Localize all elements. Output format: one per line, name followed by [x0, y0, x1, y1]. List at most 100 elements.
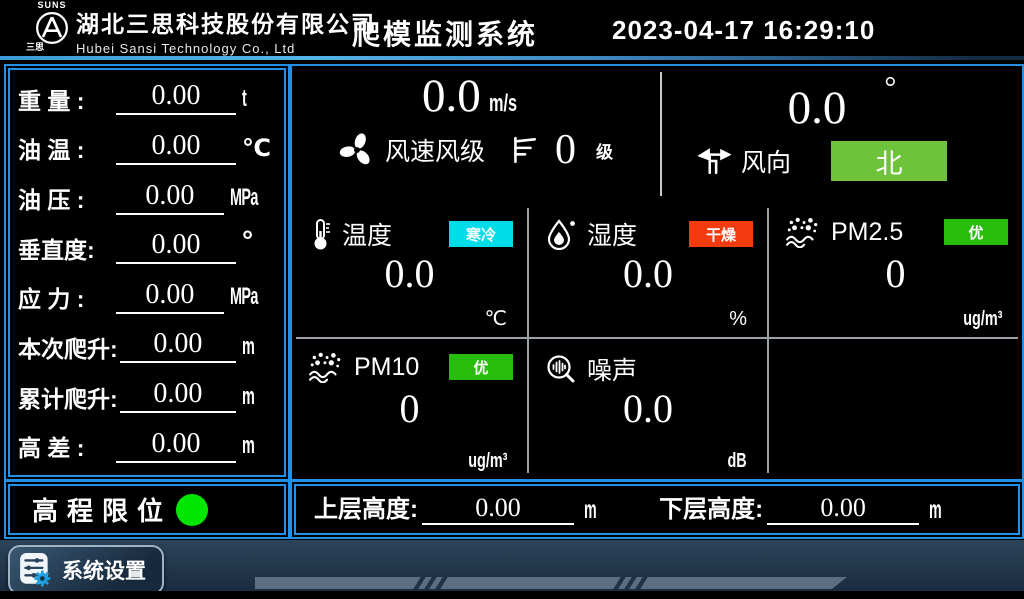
oil-temp-unit: ℃	[242, 134, 272, 162]
elevation-limit-panel: 高程限位	[4, 480, 290, 539]
footer-bar: 系统设置	[0, 540, 1024, 599]
wind-vane-icon	[697, 148, 731, 175]
wind-direction-unit: °	[884, 71, 897, 104]
height-diff-unit: m	[242, 432, 255, 460]
logo-text-bottom: 三思	[26, 42, 45, 52]
thermometer-icon	[314, 219, 330, 250]
elevation-limit-inner: 高程限位	[8, 484, 286, 535]
humidity-status-badge: 干燥	[689, 221, 753, 247]
oil-temp-label: 油 温 :	[18, 137, 85, 164]
system-settings-button[interactable]: 系统设置	[8, 545, 164, 595]
wind-speed-unit: m/s	[488, 90, 517, 117]
oil-pressure-label: 油 压 :	[18, 187, 85, 214]
wind-speed-value-row: 0.0 m/s	[292, 70, 660, 122]
pm10-label: PM10	[354, 352, 420, 381]
layer-height-panel: 上层高度: 0.00 m 下层高度: 0.00 m	[290, 480, 1024, 539]
temperature-label: 温度	[342, 222, 393, 250]
weight-unit: t	[242, 84, 247, 112]
weight-value: 0.00	[116, 82, 236, 116]
grid-vline-1	[527, 208, 529, 473]
oil-pressure-value: 0.00	[116, 181, 224, 215]
page-title: 爬模监测系统	[352, 19, 539, 50]
measurement-panel-inner: 重 量 : 0.00 t 油 温 : 0.00 ℃ 油 压 : 0.00 MPa…	[8, 68, 286, 477]
lower-height-group: 下层高度: 0.00 m	[659, 494, 952, 525]
row-current-climb: 本次爬升: 0.00 m	[18, 322, 276, 372]
fan-icon	[339, 133, 370, 165]
wind-section: 0.0 m/s 风速风级	[292, 66, 1022, 204]
environment-panel: 0.0 m/s 风速风级	[290, 64, 1024, 481]
header-divider	[0, 56, 1024, 60]
pm25-unit: ug/m³	[962, 308, 1002, 330]
wind-level-value: 0	[555, 127, 576, 174]
layer-height-inner: 上层高度: 0.00 m 下层高度: 0.00 m	[294, 484, 1020, 535]
cell-noise: 噪声 0.0 dB	[529, 339, 767, 479]
row-oil-temp: 油 温 : 0.00 ℃	[18, 124, 276, 174]
row-weight: 重 量 : 0.00 t	[18, 74, 276, 124]
footer-bottom-strip	[0, 591, 1024, 599]
temperature-header: 温度 寒冷	[308, 216, 513, 252]
wind-direction-label-row: 风向 北	[642, 141, 1002, 182]
total-climb-value: 0.00	[119, 380, 236, 414]
row-total-climb: 累计爬升: 0.00 m	[18, 372, 276, 422]
wind-level-icon	[514, 137, 536, 164]
stripe-slash-group	[617, 576, 644, 590]
logo-text-top: SUNS	[37, 0, 67, 10]
wind-direction-badge: 北	[831, 141, 947, 182]
elevation-limit-indicator	[176, 493, 209, 526]
wind-divider	[660, 72, 662, 196]
lower-height-label: 下层高度:	[659, 496, 764, 524]
wind-speed-section: 0.0 m/s 风速风级	[292, 66, 660, 204]
dust-icon	[786, 217, 818, 248]
wind-speed-label-row: 风速风级 0 级	[292, 129, 660, 171]
current-climb-value: 0.00	[119, 330, 236, 364]
stress-label: 应 力 :	[18, 286, 85, 313]
lower-height-value: 0.00	[767, 495, 920, 525]
humidity-unit: %	[729, 308, 747, 330]
row-height-diff: 高 差 : 0.00 m	[18, 421, 276, 471]
company-name: 湖北三思科技股份有限公司 Hubei Sansi Technology Co.,…	[76, 5, 376, 56]
sensor-grid: 温度 寒冷 0.0 ℃ 湿度 干燥 0.0 %	[292, 204, 1022, 479]
humidity-label: 湿度	[587, 222, 638, 250]
wind-speed-value: 0.0	[421, 70, 481, 122]
company-name-en: Hubei Sansi Technology Co., Ltd	[76, 41, 296, 56]
pm10-status-badge: 优	[449, 354, 513, 380]
pm25-label: PM2.5	[831, 217, 904, 246]
company-logo: SUNS 三思	[26, 1, 78, 52]
system-settings-label: 系统设置	[62, 560, 146, 583]
row-stress: 应 力 : 0.00 MPa	[18, 273, 276, 323]
current-climb-label: 本次爬升:	[18, 335, 118, 362]
grid-vline-2	[767, 208, 769, 473]
dust-icon	[309, 352, 341, 383]
wind-direction-label: 风向	[740, 149, 791, 178]
noise-label: 噪声	[587, 357, 638, 385]
cell-temperature: 温度 寒冷 0.0 ℃	[292, 204, 527, 337]
height-diff-value: 0.00	[116, 429, 236, 463]
stress-value: 0.00	[116, 280, 224, 314]
upper-height-unit: m	[584, 494, 597, 524]
cell-pm10: PM10 优 0 ug/m³	[292, 339, 527, 479]
footer-stripe	[255, 577, 847, 589]
current-climb-unit: m	[242, 332, 255, 360]
temperature-status-badge: 寒冷	[449, 221, 513, 247]
cell-humidity: 湿度 干燥 0.0 %	[529, 204, 767, 337]
grid-hline	[296, 337, 1018, 339]
lower-height-unit: m	[929, 494, 942, 524]
temperature-value: 0.0	[384, 251, 435, 296]
temperature-unit: ℃	[484, 308, 507, 330]
wind-direction-value-row: 0.0 °	[662, 72, 1022, 133]
humidity-value: 0.0	[623, 251, 673, 296]
stripe-slash-group	[417, 576, 444, 590]
wind-direction-section: 0.0 ° 风向 北	[662, 66, 1022, 204]
droplet-icon	[547, 219, 575, 250]
header: SUNS 三思 湖北三思科技股份有限公司 Hubei Sansi Technol…	[0, 0, 1024, 56]
pm25-header: PM2.5 优	[785, 216, 1008, 248]
pm10-header: PM10 优	[308, 351, 513, 383]
settings-sliders-gear-icon	[20, 553, 51, 587]
row-verticality: 垂直度: 0.00 °	[18, 223, 276, 273]
verticality-value: 0.00	[116, 231, 236, 265]
pm10-value: 0	[399, 386, 420, 431]
noise-value: 0.0	[623, 386, 673, 431]
verticality-unit: °	[242, 224, 254, 256]
pm25-status-badge: 优	[944, 219, 1008, 245]
